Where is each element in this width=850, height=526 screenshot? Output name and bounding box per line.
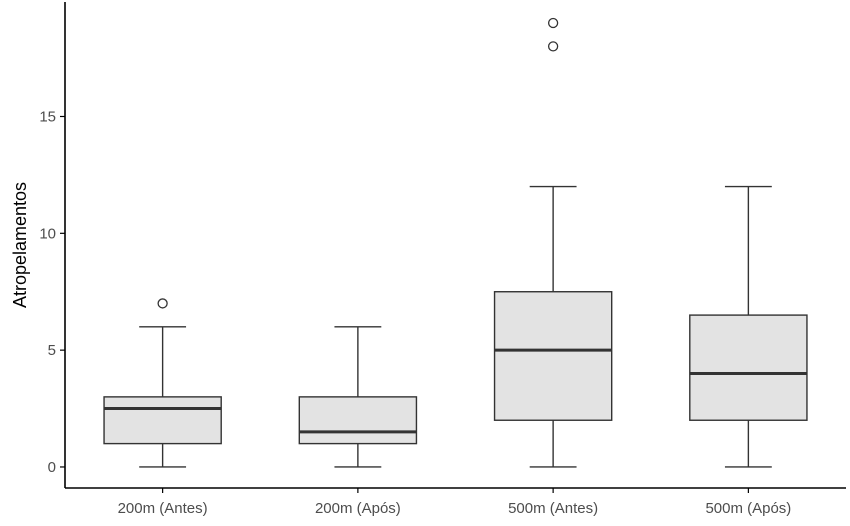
outlier-point (157, 298, 168, 309)
box-group (298, 326, 418, 468)
outlier-point (547, 17, 559, 29)
y-tick-label: 10 (39, 225, 56, 242)
outlier-point (547, 41, 559, 52)
box-iqr (493, 291, 613, 421)
y-axis-title: Atropelamentos (10, 182, 30, 308)
x-tick-label: 500m (Antes) (508, 500, 598, 517)
x-tick-label: 200m (Após) (315, 500, 401, 517)
box-iqr (689, 314, 808, 421)
box-group (689, 185, 808, 468)
x-tick-label: 200m (Antes) (118, 500, 208, 517)
x-axis-ticks: 200m (Antes) 200m (Após) 500m (Antes) 500m … (118, 488, 791, 517)
box-group (103, 298, 222, 468)
y-tick-label: 0 (48, 459, 56, 476)
plot-area (103, 17, 808, 468)
y-tick-label: 15 (39, 108, 56, 125)
box-iqr (103, 396, 222, 445)
y-axis-ticks: 0 5 10 15 (39, 108, 65, 476)
x-tick-label: 500m (Após) (705, 500, 791, 517)
y-tick-label: 5 (48, 342, 56, 359)
box-iqr (298, 396, 418, 445)
box-group (493, 17, 613, 468)
